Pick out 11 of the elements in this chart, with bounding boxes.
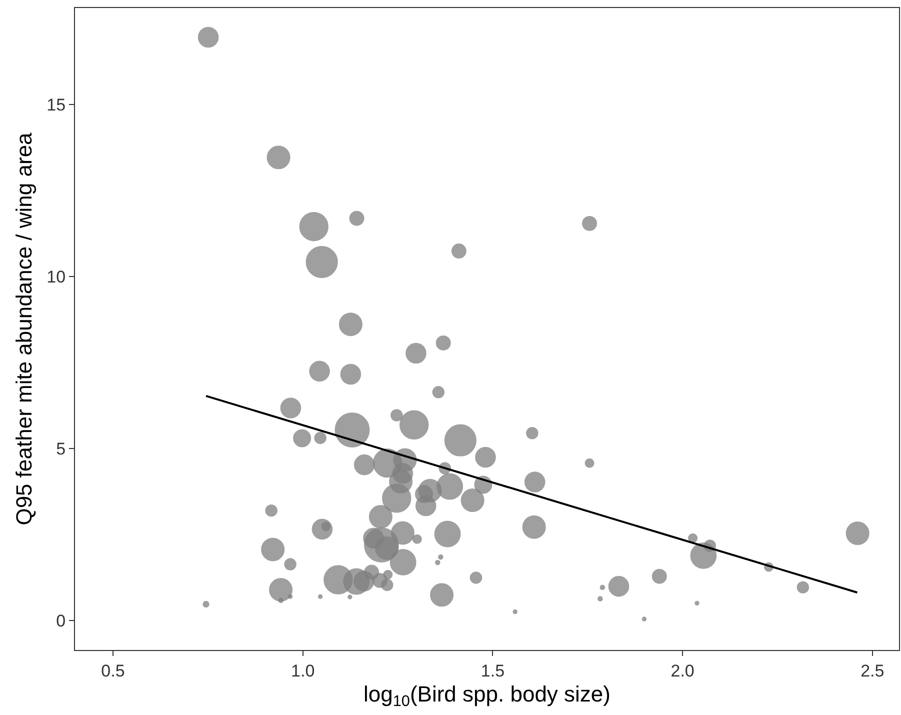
y-tick-label: 5	[56, 440, 66, 459]
x-tick-label: 0.5	[101, 661, 125, 680]
y-tick-label: 15	[46, 95, 66, 114]
x-tick-label: 1.0	[291, 661, 315, 680]
y-axis-title: Q95 feather mite abundance / wing area	[11, 132, 36, 526]
x-tick-label: 2.0	[670, 661, 694, 680]
y-tick-label: 10	[46, 267, 66, 286]
x-axis-title: log$_{10}$(Bird spp. body size)	[363, 681, 611, 710]
x-tick-label: 1.5	[480, 661, 505, 680]
y-tick-label: 0	[56, 612, 66, 631]
x-tick-label: 2.5	[860, 661, 884, 680]
